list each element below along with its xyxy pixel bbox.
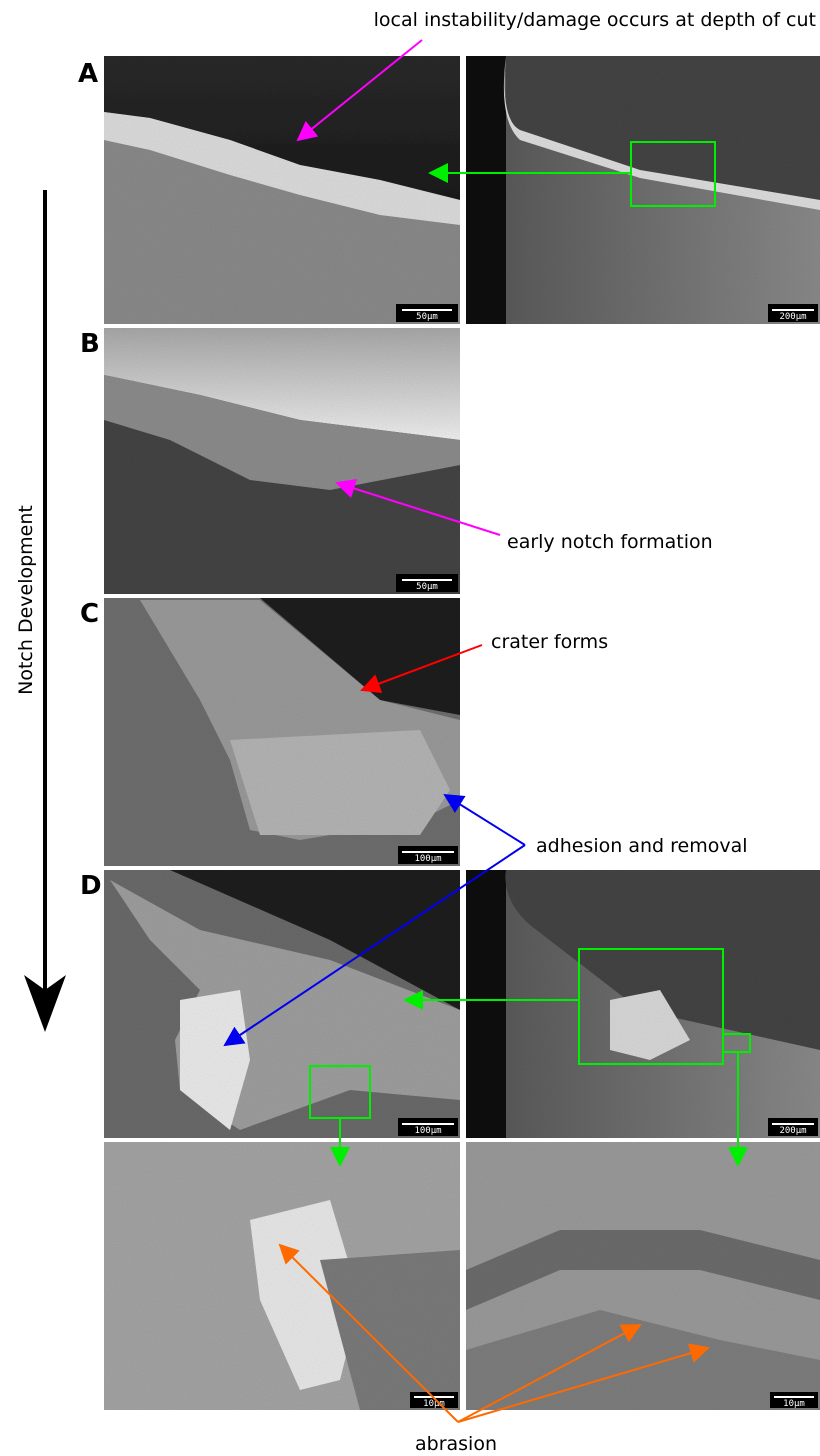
panel-label: D <box>80 871 102 901</box>
scale-bar-label: 100μm <box>414 854 441 864</box>
sem-image <box>466 1142 820 1410</box>
scale-bar-label: 50μm <box>416 312 438 322</box>
panel-label: B <box>80 329 100 359</box>
axis-label: Notch Development <box>15 505 37 695</box>
scale-bar-label: 10μm <box>783 1399 805 1409</box>
scale-bar-label: 100μm <box>414 1126 441 1136</box>
figure: 50μm 200μm 50μm 100μm 100μm 200μm 10μm 1… <box>0 0 820 1456</box>
scale-bar-label: 10μm <box>423 1399 445 1409</box>
sem-image <box>104 598 460 866</box>
page: 50μm 200μm 50μm 100μm 100μm 200μm 10μm 1… <box>0 0 820 1456</box>
sem-image <box>466 56 820 324</box>
annotation: abrasion <box>415 1433 497 1455</box>
panel-label: A <box>78 59 98 89</box>
annotation: crater forms <box>491 631 608 653</box>
annotation: early notch formation <box>507 531 713 553</box>
sem-image <box>104 870 460 1138</box>
scale-bar-label: 200μm <box>779 1126 806 1136</box>
panel-label: C <box>80 599 99 629</box>
scale-bar-label: 200μm <box>779 312 806 322</box>
sem-image <box>104 328 460 594</box>
scale-bar-label: 50μm <box>416 582 438 592</box>
annotation: local instability/damage occurs at depth… <box>374 9 816 31</box>
sem-image <box>466 870 820 1138</box>
sem-image <box>104 56 460 324</box>
annotation: adhesion and removal <box>536 835 748 857</box>
